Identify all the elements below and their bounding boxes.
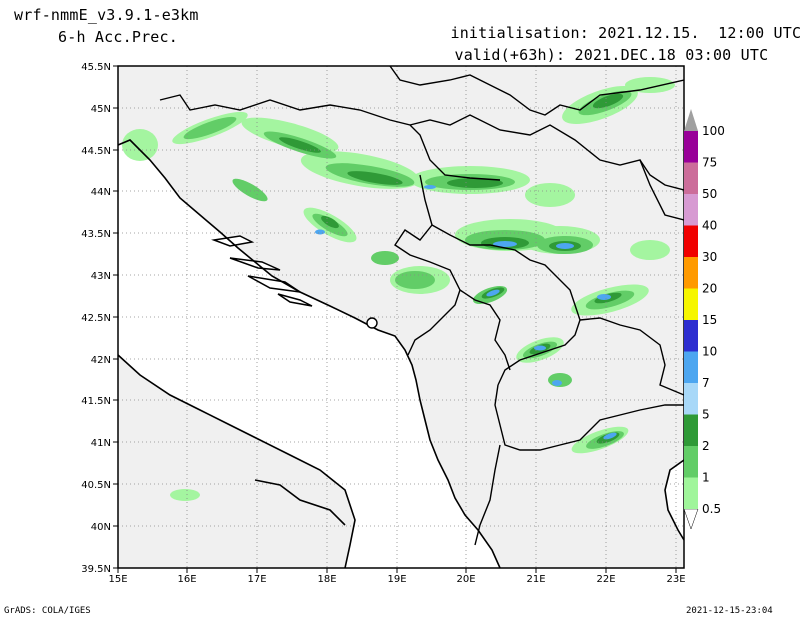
aegean-sea bbox=[665, 460, 684, 540]
kotor-bay bbox=[366, 317, 378, 329]
lat-label: 44N bbox=[91, 187, 111, 198]
colorbar-label: 20 bbox=[702, 282, 717, 296]
lat-label: 40.5N bbox=[81, 480, 111, 491]
colorbar-segment bbox=[684, 257, 698, 289]
valid-time: valid(+63h): 2021.DEC.18 03:00 UTC bbox=[436, 28, 768, 64]
lon-label: 23E bbox=[666, 574, 685, 585]
valid-value: 2021.DEC.18 03:00 UTC bbox=[574, 46, 769, 64]
colorbar-segment bbox=[684, 446, 698, 478]
colorbar-segment bbox=[684, 288, 698, 320]
colorbar-segment bbox=[684, 194, 698, 226]
island-2 bbox=[229, 257, 281, 271]
lon-label: 16E bbox=[177, 574, 196, 585]
colorbar-label: 30 bbox=[702, 250, 717, 264]
colorbar-label: 50 bbox=[702, 187, 717, 201]
colorbar-label: 5 bbox=[702, 408, 710, 422]
colorbar-label: 1 bbox=[702, 471, 710, 485]
lat-label: 41.5N bbox=[81, 396, 111, 407]
lon-label: 20E bbox=[456, 574, 475, 585]
borders bbox=[159, 66, 684, 546]
model-name: wrf-nmmE_v3.9.1-e3km bbox=[14, 6, 199, 24]
colorbar-label: 0.5 bbox=[702, 502, 721, 516]
lon-labels: 15E 16E 17E 18E 19E 20E 21E 22E 23E bbox=[108, 574, 685, 585]
coastlines bbox=[118, 139, 684, 568]
colorbar-label: 75 bbox=[702, 156, 717, 170]
island-1 bbox=[211, 235, 255, 247]
lon-label: 18E bbox=[317, 574, 336, 585]
precip-blue bbox=[315, 185, 617, 440]
colorbar-segment bbox=[684, 351, 698, 383]
colorbar-label: 10 bbox=[702, 345, 717, 359]
valid-label: valid(+63h): bbox=[454, 46, 566, 64]
lat-labels: 45.5N 45N 44.5N 44N 43.5N 43N 42.5N 42N … bbox=[81, 62, 111, 575]
lon-label: 21E bbox=[526, 574, 545, 585]
colorbar-label: 15 bbox=[702, 313, 717, 327]
colorbar-segment bbox=[684, 320, 698, 352]
lat-label: 43N bbox=[91, 271, 111, 282]
colorbar-segment bbox=[684, 477, 698, 509]
field-name: 6-h Acc.Prec. bbox=[58, 28, 178, 46]
colorbar-segment bbox=[684, 383, 698, 415]
colorbar-min-triangle bbox=[683, 508, 699, 530]
footer-right: 2021-12-15-23:04 bbox=[686, 606, 773, 616]
init-time: initialisation: 2021.12.15. 12:00 UTC bbox=[432, 6, 800, 42]
colorbar-label: 100 bbox=[702, 124, 725, 138]
lon-label: 17E bbox=[247, 574, 266, 585]
lon-label: 19E bbox=[387, 574, 406, 585]
lat-label: 40N bbox=[91, 522, 111, 533]
colorbar-segment bbox=[684, 131, 698, 163]
lon-label: 22E bbox=[596, 574, 615, 585]
lat-label: 39.5N bbox=[81, 564, 111, 575]
init-label: initialisation: bbox=[450, 24, 589, 42]
island-4 bbox=[277, 293, 313, 307]
colorbar-label: 2 bbox=[702, 439, 710, 453]
lat-label: 43.5N bbox=[81, 229, 111, 240]
colorbar-segment bbox=[684, 225, 698, 257]
colorbar-segment bbox=[684, 414, 698, 446]
tick-marks bbox=[113, 65, 677, 573]
lat-label: 44.5N bbox=[81, 146, 111, 157]
lat-label: 42N bbox=[91, 355, 111, 366]
lat-label: 45.5N bbox=[81, 62, 111, 73]
colorbar-label: 7 bbox=[702, 376, 710, 390]
lon-label: 15E bbox=[108, 574, 127, 585]
lat-label: 41N bbox=[91, 438, 111, 449]
colorbar: 0.5 1 2 5 7 10 15 20 30 40 50 75 100 bbox=[683, 109, 725, 530]
italy-heel bbox=[255, 480, 345, 545]
lat-label: 45N bbox=[91, 104, 111, 115]
lat-label: 42.5N bbox=[81, 313, 111, 324]
colorbar-segment bbox=[684, 162, 698, 194]
colorbar-label: 40 bbox=[702, 219, 717, 233]
footer-left: GrADS: COLA/IGES bbox=[4, 606, 91, 616]
colorbar-max-triangle bbox=[684, 109, 698, 131]
init-value: 2021.12.15. 12:00 UTC bbox=[598, 24, 800, 42]
